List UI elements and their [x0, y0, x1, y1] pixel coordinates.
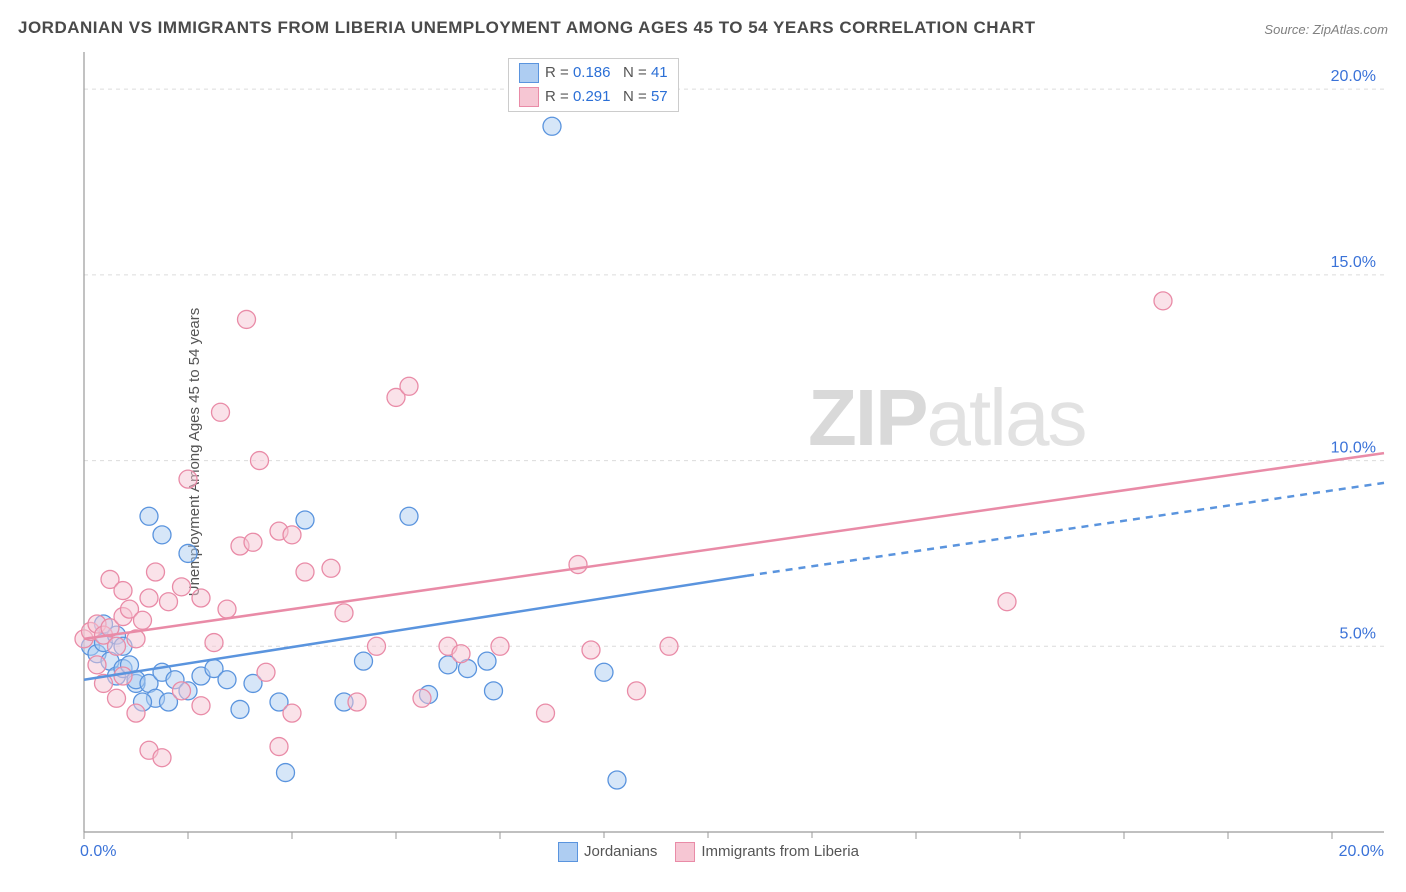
- svg-text:15.0%: 15.0%: [1331, 254, 1376, 271]
- legend-item: Jordanians: [558, 842, 657, 862]
- source-attribution: Source: ZipAtlas.com: [1264, 22, 1388, 37]
- chart-title: JORDANIAN VS IMMIGRANTS FROM LIBERIA UNE…: [18, 18, 1035, 38]
- scatter-plot: 5.0%10.0%15.0%20.0%0.0%20.0%: [48, 52, 1388, 872]
- legend-item: Immigrants from Liberia: [675, 842, 859, 862]
- source-label: Source:: [1264, 22, 1309, 37]
- source-value: ZipAtlas.com: [1313, 22, 1388, 37]
- stats-legend: R = 0.186 N = 41 R = 0.291 N = 57: [508, 58, 679, 112]
- svg-text:5.0%: 5.0%: [1340, 625, 1376, 642]
- chart-area: Unemployment Among Ages 45 to 54 years 5…: [48, 52, 1388, 852]
- stats-row: R = 0.186 N = 41: [519, 63, 668, 83]
- stats-row: R = 0.291 N = 57: [519, 87, 668, 107]
- svg-text:20.0%: 20.0%: [1331, 68, 1376, 85]
- series-legend: Jordanians Immigrants from Liberia: [548, 838, 869, 866]
- svg-text:20.0%: 20.0%: [1339, 843, 1384, 860]
- svg-text:0.0%: 0.0%: [80, 843, 116, 860]
